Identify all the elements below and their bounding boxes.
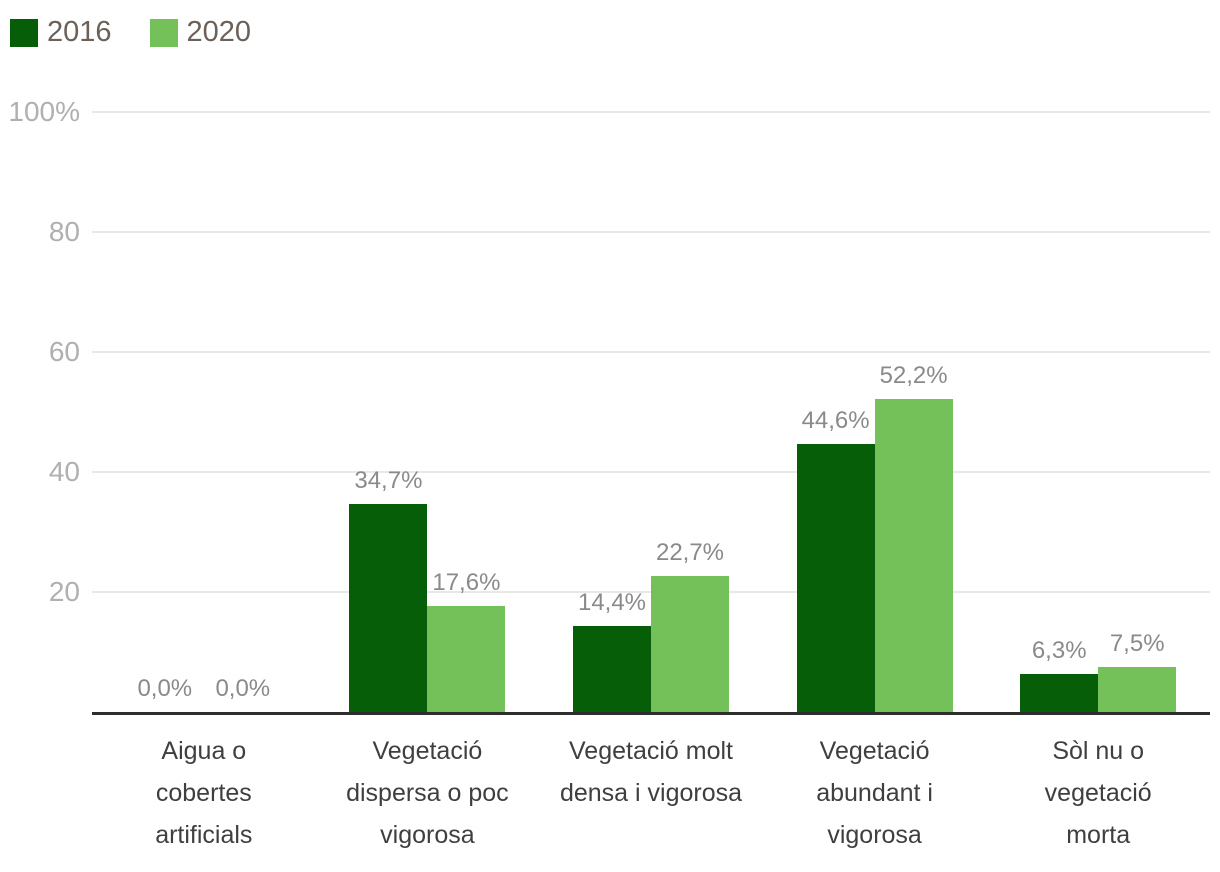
- legend-swatch-2020-icon: [149, 18, 178, 47]
- x-axis-label-line: Sòl nu o: [1052, 737, 1145, 765]
- gridline-60: [92, 351, 1210, 353]
- x-axis-line: [92, 712, 1210, 715]
- bar-value-label-2020-2: 17,6%: [432, 569, 501, 596]
- legend-label-2020: 2020: [186, 16, 252, 48]
- legend-item-2020: 2020: [149, 16, 252, 48]
- bar-value-label-2016-3: 14,4%: [577, 589, 647, 616]
- x-axis-label-2: Vegetació dispersa o poc vigorosa: [315, 730, 539, 856]
- x-axis-label-line: vegetació: [1044, 779, 1152, 807]
- x-axis-label-line: cobertes: [155, 779, 252, 807]
- legend-swatch-2016-icon: [10, 18, 38, 47]
- plot-area: 100% 80 60 40 20 0,0% 0,0% Aigua o cobertes artif…: [8, 97, 1210, 849]
- x-axis-label-3: Vegetació molt densa i vigorosa: [539, 730, 763, 814]
- gridline-40: [92, 471, 1210, 473]
- bar-value-label-2016-1: 0,0%: [137, 675, 193, 702]
- bar-2020-5: [1098, 667, 1177, 712]
- x-axis-label-line: Vegetació molt: [569, 737, 733, 765]
- x-axis-label-line: morta: [1066, 821, 1131, 849]
- bar-value-label-2016-5: 6,3%: [1031, 637, 1087, 664]
- x-axis-label-line: densa i vigorosa: [559, 779, 743, 807]
- bar-2016-4: [796, 444, 875, 712]
- y-axis-tick-40: 40: [48, 456, 80, 487]
- x-axis-label-1: Aigua o cobertes artificials: [92, 730, 316, 856]
- bar-value-label-2016-2: 34,7%: [354, 467, 423, 494]
- x-axis-label-line: abundant i: [816, 779, 933, 807]
- bar-2016-5: [1020, 674, 1099, 712]
- x-axis-label-line: Vegetació: [372, 737, 483, 765]
- x-axis-label-5: Sòl nu o vegetació morta: [986, 730, 1210, 856]
- legend-label-2016: 2016: [47, 16, 112, 48]
- x-axis-label-line: dispersa o poc: [346, 779, 509, 807]
- legend: 2016 2020: [10, 18, 251, 47]
- gridline-100: [92, 111, 1210, 113]
- bar-2016-3: [573, 626, 651, 712]
- x-axis-label-line: vigorosa: [827, 821, 922, 849]
- bar-2020-3: [651, 576, 729, 712]
- bar-2020-4: [874, 399, 953, 712]
- x-axis-label-line: vigorosa: [380, 821, 475, 849]
- x-axis-label-4: Vegetació abundant i vigorosa: [763, 730, 987, 856]
- y-axis-tick-80: 80: [48, 216, 80, 247]
- gridline-80: [92, 231, 1210, 233]
- x-axis-label-line: Aigua o: [161, 737, 247, 765]
- bar-2020-2: [427, 606, 506, 712]
- y-axis-tick-100: 100%: [8, 96, 80, 127]
- bar-2016-2: [349, 504, 428, 712]
- bar-value-label-2020-4: 52,2%: [879, 362, 948, 389]
- bar-value-label-2020-1: 0,0%: [215, 675, 271, 702]
- x-axis-label-line: artificials: [155, 821, 253, 849]
- bar-value-label-2020-5: 7,5%: [1109, 630, 1165, 657]
- y-axis-tick-60: 60: [48, 336, 80, 367]
- bar-value-label-2020-3: 22,7%: [655, 539, 725, 566]
- legend-item-2016: 2016: [10, 18, 112, 47]
- y-axis-tick-20: 20: [48, 576, 80, 607]
- bar-value-label-2016-4: 44,6%: [801, 407, 870, 434]
- x-axis-label-line: Vegetació: [819, 737, 930, 765]
